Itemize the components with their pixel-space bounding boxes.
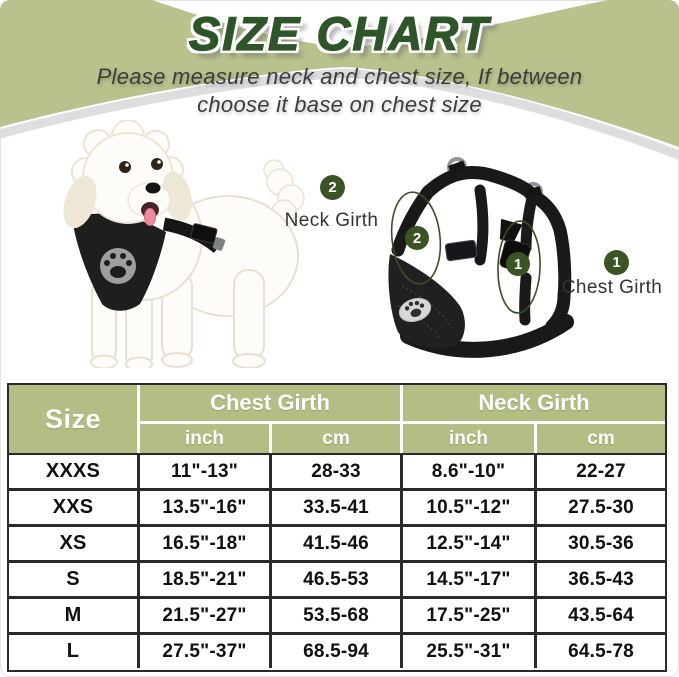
chest-inch-cell: 13.5"-16" <box>140 491 269 524</box>
header-subcol-neck-cm: cm <box>537 424 665 453</box>
chest-inch-cell: 27.5"-37" <box>140 635 269 668</box>
dog-head <box>63 120 192 229</box>
header-group-chest-girth: Chest Girth <box>140 385 400 421</box>
neck-cm-cell: 27.5-30 <box>537 491 665 524</box>
subtitle: Please measure neck and chest size, If b… <box>0 63 679 119</box>
neck-inch-cell: 25.5"-31" <box>403 635 534 668</box>
chest-cm-cell: 41.5-46 <box>272 527 400 560</box>
size-table: Size Chest Girth Neck Girth inch cm inch… <box>7 383 667 672</box>
chest-cm-cell: 68.5-94 <box>272 635 400 668</box>
dog-harness-adjuster <box>190 223 218 244</box>
table-body: XXXS 11"-13" 28-33 8.6"-10" 22-27 XXS 13… <box>9 453 665 668</box>
chest-girth-badge: 1 <box>604 250 629 275</box>
chest-measure-ellipse <box>497 220 541 314</box>
harness-photo: 2 1 <box>388 157 574 358</box>
chest-inch-cell: 21.5"-27" <box>140 599 269 632</box>
paw-print-icon <box>100 248 136 284</box>
neck-inch-cell: 12.5"-14" <box>403 527 534 560</box>
neck-cm-cell: 22-27 <box>537 455 665 488</box>
neck-measure-ellipse <box>390 191 442 285</box>
neck-inch-cell: 17.5"-25" <box>403 599 534 632</box>
neck-girth-badge-number: 2 <box>413 230 421 247</box>
size-cell: M <box>9 599 137 632</box>
size-cell: S <box>9 563 137 596</box>
banner-green-shape <box>0 0 679 147</box>
size-cell: L <box>9 635 137 668</box>
strap-loop <box>448 160 466 174</box>
strap-adjuster <box>444 239 478 262</box>
header-banner <box>0 0 679 160</box>
chest-inch-cell: 16.5"-18" <box>140 527 269 560</box>
neck-inch-cell: 14.5"-17" <box>403 563 534 596</box>
neck-cm-cell: 43.5-64 <box>537 599 665 632</box>
chest-cm-cell: 46.5-53 <box>272 563 400 596</box>
neck-cm-cell: 36.5-43 <box>537 563 665 596</box>
paw-print-logo <box>398 297 432 323</box>
neck-girth-badge: 2 <box>320 175 345 200</box>
dog-photo <box>63 120 305 368</box>
neck-girth-badge <box>405 226 429 250</box>
chest-girth-badge-number: 1 <box>514 256 522 273</box>
neck-girth-label: Neck Girth <box>284 210 379 231</box>
size-cell: XXXS <box>9 455 137 488</box>
header-subcol-chest-inch: inch <box>140 424 269 453</box>
dog-harness-buckle <box>212 237 226 251</box>
header-subcol-chest-cm: cm <box>272 424 400 453</box>
dog-tongue <box>144 208 156 226</box>
chest-cm-cell: 53.5-68 <box>272 599 400 632</box>
dog-eyes <box>119 158 163 173</box>
neck-cm-cell: 30.5-36 <box>537 527 665 560</box>
banner-swoosh-shadow <box>0 68 679 160</box>
neck-inch-cell: 8.6"-10" <box>403 455 534 488</box>
chest-cm-cell: 28-33 <box>272 455 400 488</box>
mesh-texture <box>401 285 453 329</box>
table-header: Size Chest Girth Neck Girth inch cm inch… <box>9 385 665 453</box>
chest-girth-label: Chest Girth <box>561 277 663 298</box>
neck-inch-cell: 10.5"-12" <box>403 491 534 524</box>
chest-inch-cell: 18.5"-21" <box>140 563 269 596</box>
subtitle-line-1: Please measure neck and chest size, If b… <box>96 64 583 89</box>
header-subcol-neck-inch: inch <box>403 424 534 453</box>
chest-cm-cell: 33.5-41 <box>272 491 400 524</box>
page-title: SIZE CHART <box>188 6 491 60</box>
size-cell: XXS <box>9 491 137 524</box>
header-group-neck-girth: Neck Girth <box>403 385 665 421</box>
header-size-cell: Size <box>9 385 137 453</box>
subtitle-line-2: choose it base on chest size <box>197 92 482 117</box>
neck-cm-cell: 64.5-78 <box>537 635 665 668</box>
chest-girth-badge <box>506 252 530 276</box>
size-cell: XS <box>9 527 137 560</box>
chest-inch-cell: 11"-13" <box>140 455 269 488</box>
dog-nose <box>145 182 161 194</box>
